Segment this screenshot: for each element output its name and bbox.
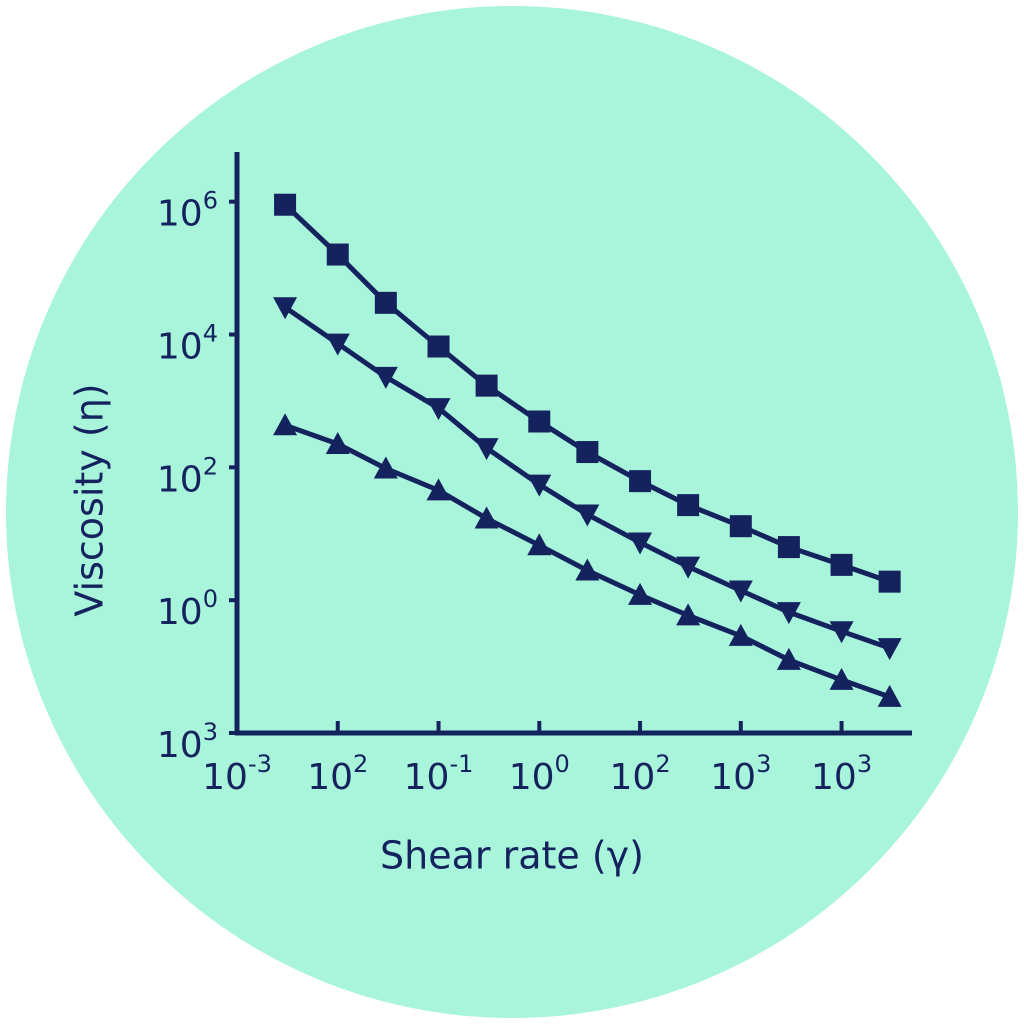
data-point xyxy=(877,638,902,661)
data-point xyxy=(729,515,752,538)
data-point xyxy=(728,580,753,603)
tick-label: 10-1 xyxy=(404,750,474,798)
data-point xyxy=(676,603,701,626)
data-point xyxy=(426,478,451,501)
background-circle xyxy=(6,6,1018,1018)
data-point xyxy=(273,413,298,436)
tick-label: 104 xyxy=(157,320,218,368)
data-point xyxy=(878,570,901,593)
tick-base: 10 xyxy=(157,725,203,766)
data-point xyxy=(373,366,398,389)
tick-exponent: 2 xyxy=(353,750,368,778)
data-point xyxy=(474,438,499,461)
data-point xyxy=(527,533,552,556)
tick-label: 100 xyxy=(509,750,570,798)
tick-label: 102 xyxy=(157,452,218,500)
tick-base: 10 xyxy=(404,757,450,798)
tick-base: 10 xyxy=(157,459,203,500)
data-point xyxy=(576,441,599,464)
data-point xyxy=(374,291,397,314)
tick-exponent: 6 xyxy=(203,187,218,215)
tick-label: 10-3 xyxy=(202,750,272,798)
tick-label: 103 xyxy=(710,750,771,798)
y-axis-label: Viscosity (η) xyxy=(68,383,112,616)
tick-exponent: 0 xyxy=(203,585,218,613)
tick-base: 10 xyxy=(157,194,203,235)
data-point xyxy=(830,553,853,576)
tick-base: 10 xyxy=(710,757,756,798)
data-point xyxy=(628,532,653,555)
tick-exponent: -1 xyxy=(449,750,473,778)
tick-exponent: -3 xyxy=(248,750,272,778)
data-point xyxy=(829,667,854,690)
data-point xyxy=(877,684,902,707)
x-axis-label: Shear rate (γ) xyxy=(380,834,644,878)
data-point xyxy=(628,582,653,605)
tick-base: 10 xyxy=(610,757,656,798)
tick-base: 10 xyxy=(157,592,203,633)
tick-exponent: 3 xyxy=(857,750,872,778)
data-point xyxy=(475,374,498,397)
tick-base: 10 xyxy=(202,757,248,798)
data-point xyxy=(829,621,854,644)
data-point xyxy=(776,602,801,625)
data-point xyxy=(777,536,800,559)
data-point xyxy=(474,506,499,529)
tick-label: 102 xyxy=(610,750,671,798)
tick-exponent: 0 xyxy=(555,750,570,778)
data-point xyxy=(776,647,801,670)
data-point xyxy=(274,193,297,216)
tick-base: 10 xyxy=(307,757,353,798)
tick-exponent: 4 xyxy=(203,320,218,348)
data-point xyxy=(426,398,451,421)
data-point xyxy=(575,558,600,581)
data-point xyxy=(629,470,652,493)
tick-label: 102 xyxy=(307,750,368,798)
data-point xyxy=(373,456,398,479)
tick-label: 106 xyxy=(157,187,218,235)
tick-exponent: 3 xyxy=(203,718,218,746)
tick-base: 10 xyxy=(509,757,555,798)
tick-exponent: 2 xyxy=(203,452,218,480)
data-point xyxy=(528,410,551,433)
data-point xyxy=(575,504,600,527)
tick-base: 10 xyxy=(811,757,857,798)
tick-label: 103 xyxy=(157,718,218,766)
data-point xyxy=(325,333,350,356)
data-point xyxy=(273,297,298,320)
data-point xyxy=(677,494,700,517)
data-point xyxy=(325,431,350,454)
tick-exponent: 2 xyxy=(655,750,670,778)
tick-label: 103 xyxy=(811,750,872,798)
data-point xyxy=(728,623,753,646)
data-point xyxy=(676,556,701,579)
data-point xyxy=(326,243,349,266)
data-point xyxy=(527,474,552,497)
tick-label: 100 xyxy=(157,585,218,633)
data-point xyxy=(427,335,450,358)
tick-base: 10 xyxy=(157,327,203,368)
tick-exponent: 3 xyxy=(756,750,771,778)
